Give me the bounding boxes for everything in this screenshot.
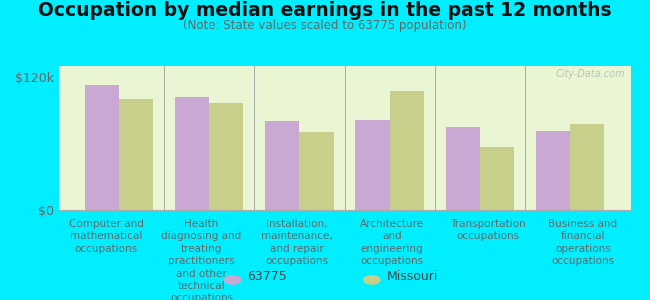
Text: Computer and
mathematical
occupations: Computer and mathematical occupations — [69, 219, 144, 254]
Text: Architecture
and
engineering
occupations: Architecture and engineering occupations — [360, 219, 424, 266]
Bar — [209, 103, 243, 210]
Text: Health
diagnosing and
treating
practitioners
and other
technical
occupations: Health diagnosing and treating practitio… — [161, 219, 242, 300]
Text: Occupation by median earnings in the past 12 months: Occupation by median earnings in the pas… — [38, 2, 612, 20]
Text: Transportation
occupations: Transportation occupations — [450, 219, 525, 242]
Bar — [389, 92, 424, 210]
Text: Business and
financial
operations
occupations: Business and financial operations occupa… — [548, 219, 617, 266]
Text: 63775: 63775 — [247, 271, 287, 284]
Bar — [536, 131, 570, 210]
Bar — [300, 133, 333, 210]
Bar — [84, 85, 119, 210]
Text: (Note: State values scaled to 63775 population): (Note: State values scaled to 63775 popu… — [183, 20, 467, 32]
Text: City-Data.com: City-Data.com — [555, 69, 625, 79]
Bar — [446, 127, 480, 210]
Text: Installation,
maintenance,
and repair
occupations: Installation, maintenance, and repair oc… — [261, 219, 333, 266]
Bar — [356, 120, 389, 210]
Bar — [175, 97, 209, 210]
Bar — [480, 147, 514, 210]
Text: Missouri: Missouri — [387, 271, 438, 284]
Bar — [119, 99, 153, 210]
Bar — [570, 124, 604, 210]
Bar — [265, 122, 300, 210]
